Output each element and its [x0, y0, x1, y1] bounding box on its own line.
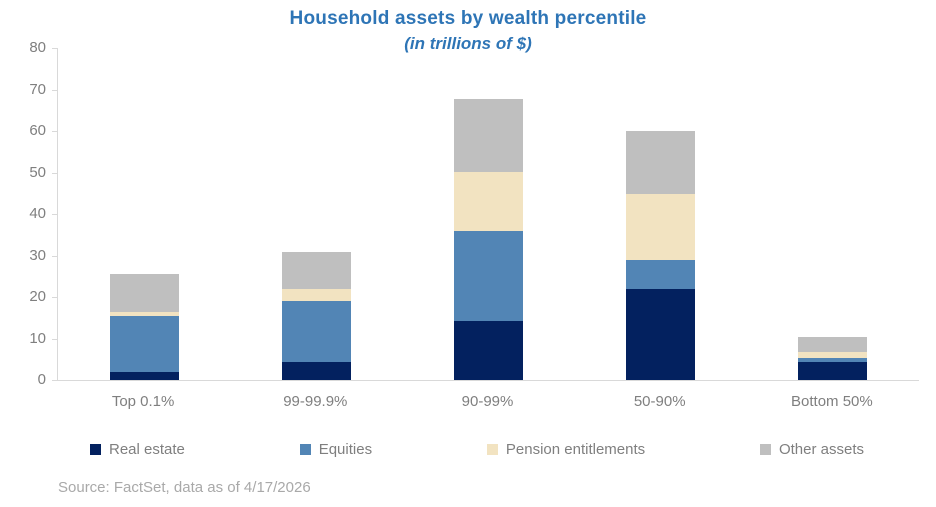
- legend-label: Other assets: [778, 441, 864, 458]
- bar-segment-pension-entitlements: [454, 172, 523, 232]
- bar-segment-pension-entitlements: [798, 352, 868, 359]
- stacked-bar-99-99-9-: [281, 48, 351, 380]
- y-axis-tick-label: 60: [29, 122, 46, 139]
- chart-subtitle: (in trillions of $): [404, 34, 532, 53]
- bar-segment-real-estate: [281, 362, 351, 380]
- stacked-bar-50-90-: [626, 48, 696, 380]
- stacked-bar-90-99-: [454, 48, 523, 380]
- legend-label: Real estate: [109, 441, 185, 458]
- legend-item-other-assets: Other assets: [759, 441, 864, 458]
- y-axis-tick-mark: [52, 214, 57, 215]
- legend: Real estate Equities Pension entitlements O…: [90, 441, 864, 458]
- plot-area: [57, 48, 919, 381]
- y-axis-tick-label: 0: [37, 371, 46, 388]
- legend-item-pension-entitlements: Pension entitlements: [486, 441, 646, 458]
- bar-segment-real-estate: [798, 362, 868, 380]
- bar-segment-real-estate: [626, 288, 696, 380]
- x-axis-category-label: 50-90%: [633, 393, 686, 410]
- bar-segment-equities: [109, 315, 179, 373]
- bar-segment-other-assets: [798, 337, 868, 353]
- x-axis-category-label: Top 0.1%: [111, 393, 175, 410]
- y-axis-tick-label: 10: [29, 329, 46, 347]
- chart-title: Household assets by wealth percentile: [289, 8, 647, 29]
- legend-label: Pension entitlements: [505, 441, 646, 458]
- y-axis-tick-mark: [52, 131, 57, 132]
- y-axis-tick-label: 40: [29, 205, 46, 222]
- bar-segment-equities: [798, 358, 868, 363]
- x-axis-category-label: 90-99%: [461, 393, 514, 410]
- legend-swatch-icon: [759, 444, 771, 455]
- bar-segment-equities: [454, 231, 523, 322]
- bar-segment-pension-entitlements: [281, 289, 351, 302]
- bar-segment-real-estate: [109, 372, 179, 380]
- stacked-bar-bottom-50-: [798, 48, 868, 380]
- y-axis-tick-label: 20: [29, 288, 46, 305]
- bar-segment-other-assets: [281, 251, 351, 290]
- x-axis-category-label: 99-99.9%: [283, 393, 348, 410]
- legend-item-equities: Equities: [299, 441, 373, 458]
- bar-segment-real-estate: [454, 321, 523, 380]
- legend-swatch-icon: [486, 444, 498, 455]
- y-axis-tick-mark: [52, 338, 57, 340]
- x-axis-category-label: Bottom 50%: [791, 393, 873, 410]
- legend-item-real-estate: Real estate: [90, 441, 185, 458]
- bar-segment-other-assets: [109, 274, 179, 312]
- bar-segment-equities: [626, 260, 696, 289]
- legend-label: Equities: [318, 441, 373, 458]
- y-axis-tick-mark: [52, 255, 57, 257]
- bar-segment-equities: [281, 301, 351, 363]
- source-note: Source: FactSet, data as of 4/17/2026: [58, 479, 311, 496]
- y-axis-tick-label: 80: [29, 39, 46, 56]
- bar-segment-pension-entitlements: [109, 311, 179, 316]
- stacked-bar-top-0-1-: [109, 48, 179, 380]
- y-axis-tick-mark: [52, 48, 57, 49]
- y-axis-tick-mark: [52, 89, 57, 91]
- legend-swatch-icon: [90, 444, 101, 455]
- y-axis-tick-label: 70: [29, 80, 46, 98]
- bar-segment-other-assets: [626, 131, 696, 194]
- y-axis-tick-mark: [52, 297, 57, 298]
- y-axis-tick-mark: [52, 380, 57, 381]
- y-axis-tick-label: 30: [29, 246, 46, 264]
- y-axis-tick-label: 50: [29, 163, 46, 181]
- y-axis-tick-mark: [52, 172, 57, 174]
- bar-segment-pension-entitlements: [626, 193, 696, 261]
- bar-segment-other-assets: [454, 98, 523, 173]
- legend-swatch-icon: [299, 444, 311, 455]
